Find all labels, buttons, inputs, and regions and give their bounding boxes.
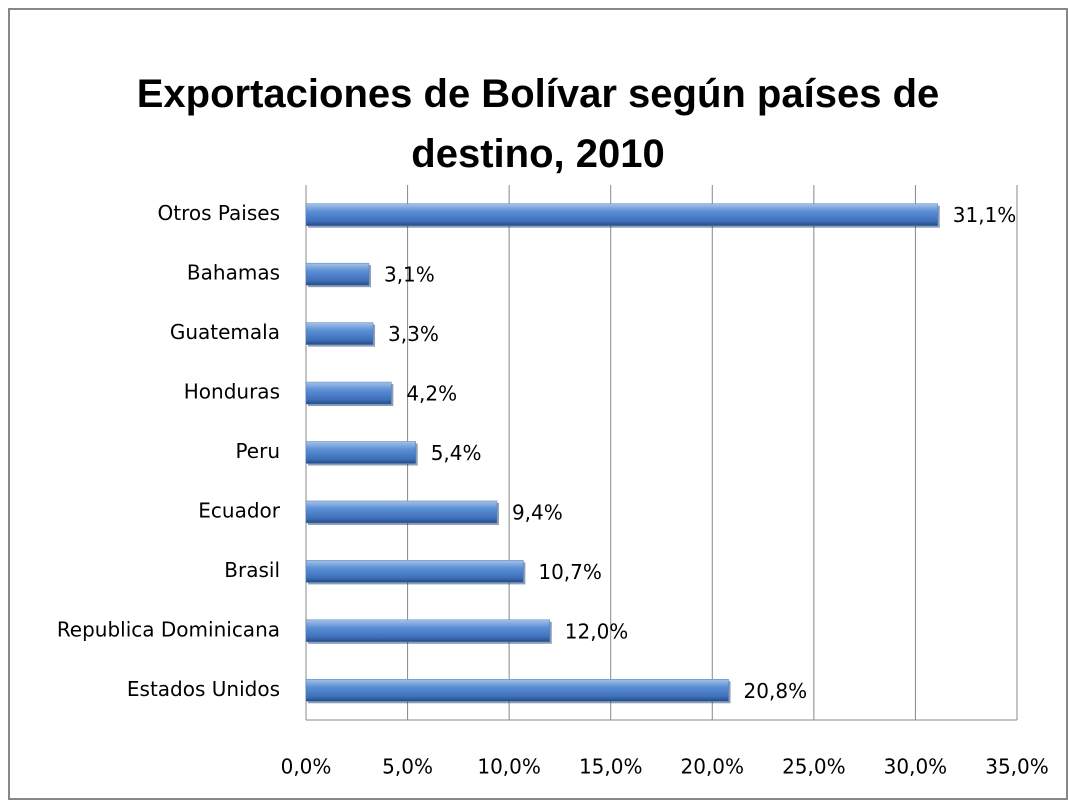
x-tick-label: 10,0% [477, 755, 541, 779]
x-tick-label: 5,0% [382, 755, 433, 779]
chart-frame [8, 8, 1068, 800]
value-label: 3,3% [388, 322, 439, 346]
x-tick-label: 35,0% [985, 755, 1049, 779]
bar [305, 679, 729, 702]
y-tick-label: Ecuador [198, 498, 280, 522]
bar [305, 500, 498, 524]
x-tick-label: 25,0% [782, 755, 846, 779]
x-tick-label: 15,0% [579, 755, 643, 779]
y-tick-label: Republica Dominicana [57, 617, 280, 641]
bar [305, 322, 374, 345]
y-tick-label: Otros Paises [158, 201, 281, 225]
value-label: 5,4% [431, 441, 482, 465]
bar [305, 381, 392, 405]
bar [305, 619, 551, 643]
value-label: 10,7% [538, 560, 602, 584]
bar [305, 441, 416, 464]
y-tick-label: Peru [235, 439, 280, 463]
bar [305, 262, 370, 286]
y-tick-label: Estados Unidos [127, 677, 280, 701]
x-tick-label: 0,0% [281, 755, 332, 779]
bar [305, 203, 939, 226]
x-tick-label: 20,0% [681, 755, 745, 779]
value-label: 4,2% [406, 382, 457, 406]
value-label: 12,0% [565, 619, 629, 643]
y-tick-label: Guatemala [170, 320, 280, 344]
x-tick-label: 30,0% [884, 755, 948, 779]
bar [305, 560, 524, 583]
value-label: 20,8% [744, 679, 808, 703]
y-tick-label: Bahamas [187, 261, 280, 285]
y-tick-label: Honduras [184, 380, 280, 404]
chart-title: Exportaciones de Bolívar según países de… [137, 72, 940, 176]
y-tick-label: Brasil [224, 558, 280, 582]
value-label: 3,1% [384, 263, 435, 287]
value-label: 9,4% [512, 500, 563, 524]
value-label: 31,1% [953, 203, 1017, 227]
